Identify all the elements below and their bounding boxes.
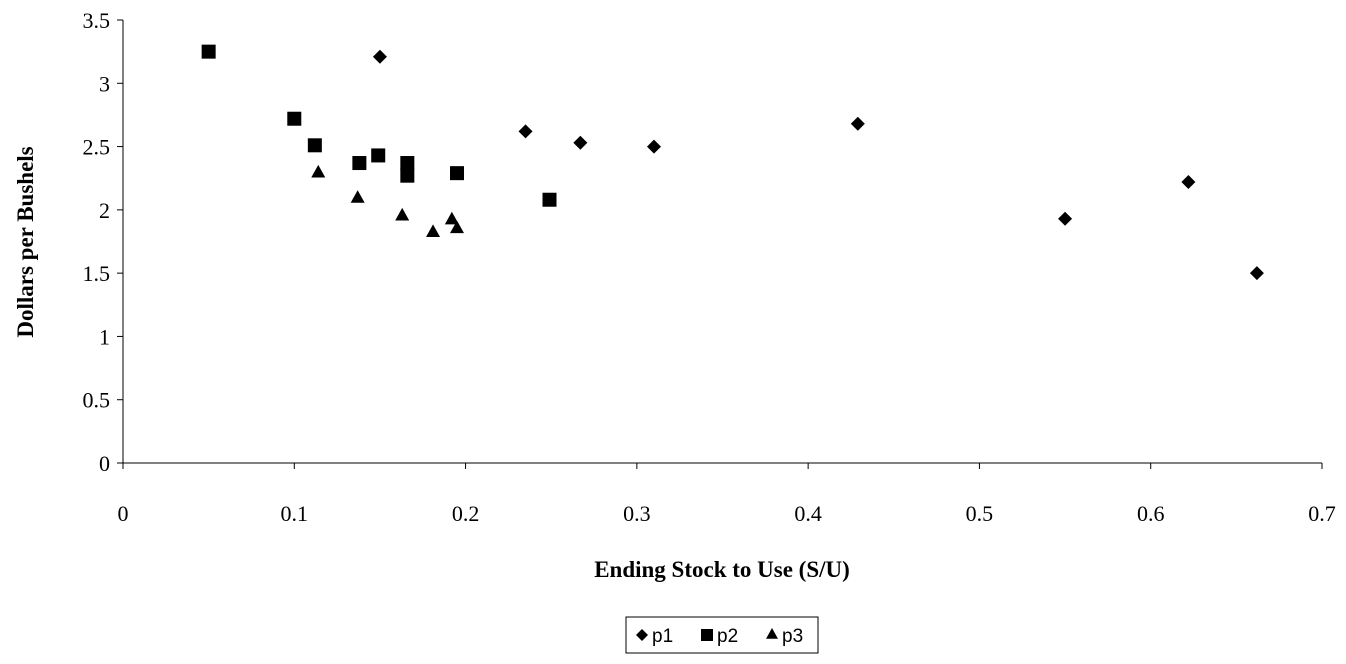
x-tick-label: 0.2 xyxy=(452,501,480,526)
data-point-p2 xyxy=(307,138,322,153)
y-tick-label: 3 xyxy=(99,71,110,96)
legend-marker-p2 xyxy=(701,629,713,641)
data-point-p3 xyxy=(395,207,410,221)
data-point-p1 xyxy=(850,116,865,131)
legend-item-p1: p1 xyxy=(636,626,673,647)
y-tick-label: 2 xyxy=(99,198,110,223)
legend: p1 p2 p3 xyxy=(625,616,819,654)
data-point-p2 xyxy=(352,156,367,171)
data-point-p3 xyxy=(426,224,441,237)
x-tick-label: 0.3 xyxy=(623,501,651,526)
y-axis-ticks: 0 0.5 1 1.5 2 2.5 3 3.5 xyxy=(83,8,123,476)
legend-item-p3: p3 xyxy=(766,626,803,647)
x-tick-label: 0.7 xyxy=(1308,501,1336,526)
data-point-p2 xyxy=(450,166,465,181)
axes xyxy=(122,20,1322,464)
data-point-p1 xyxy=(518,124,533,139)
y-tick-label: 0.5 xyxy=(83,388,111,413)
data-point-p3 xyxy=(311,164,326,178)
data-point-p2 xyxy=(542,192,557,207)
data-point-p2 xyxy=(371,148,386,163)
x-tick-label: 0.5 xyxy=(966,501,994,526)
x-tick-label: 0.4 xyxy=(794,501,822,526)
legend-box xyxy=(625,616,819,654)
series-p1 xyxy=(372,49,1264,281)
x-tick-label: 0 xyxy=(118,501,129,526)
series-p3 xyxy=(311,164,465,237)
y-tick-label: 3.5 xyxy=(83,8,111,33)
data-point-p1 xyxy=(573,135,588,150)
x-axis-title: Ending Stock to Use (S/U) xyxy=(594,557,850,582)
y-tick-label: 1.5 xyxy=(83,261,111,286)
data-point-p3 xyxy=(350,190,365,203)
y-tick-label: 0 xyxy=(99,451,110,476)
legend-label-p2: p2 xyxy=(717,626,738,647)
data-point-p1 xyxy=(646,139,661,154)
legend-item-p2: p2 xyxy=(701,626,738,647)
x-tick-label: 0.6 xyxy=(1137,501,1165,526)
data-point-p2 xyxy=(400,156,415,171)
legend-label-p3: p3 xyxy=(782,626,803,647)
legend-label-p1: p1 xyxy=(652,626,673,647)
y-tick-label: 1 xyxy=(99,324,110,349)
data-point-p1 xyxy=(372,49,387,64)
data-point-p2 xyxy=(400,168,415,183)
data-point-p1 xyxy=(1181,175,1196,190)
legend-marker-p3 xyxy=(766,628,778,639)
data-point-p1 xyxy=(1249,266,1264,281)
data-points xyxy=(201,44,1264,281)
data-point-p1 xyxy=(1058,211,1073,226)
data-point-p2 xyxy=(201,44,216,59)
data-point-p3 xyxy=(444,211,459,225)
data-point-p3 xyxy=(450,220,465,234)
data-point-p2 xyxy=(287,111,302,126)
legend-marker-p1 xyxy=(636,629,648,641)
y-axis-title: Dollars per Bushels xyxy=(13,146,38,337)
series-p2 xyxy=(201,44,557,207)
x-tick-label: 0.1 xyxy=(281,501,309,526)
x-axis-ticks: 0 0.1 0.2 0.3 0.4 0.5 0.6 0.7 xyxy=(118,463,1336,526)
y-tick-label: 2.5 xyxy=(83,135,111,160)
